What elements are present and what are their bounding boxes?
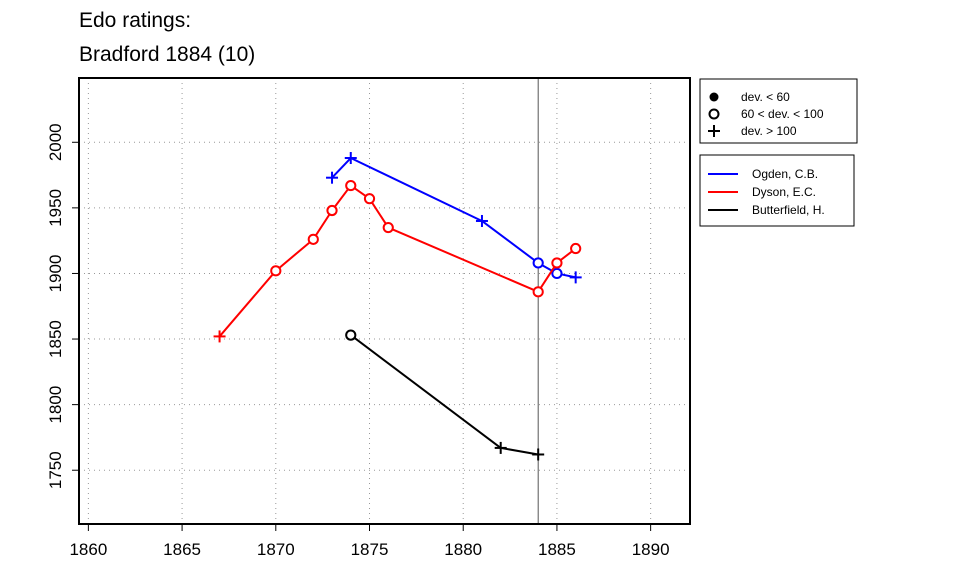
point-marker-circle	[551, 257, 563, 269]
y-tick-label: 1900	[46, 255, 65, 293]
legend-dot-icon	[709, 92, 719, 102]
x-tick-label: 1890	[632, 540, 670, 559]
chart-subtitle: Bradford 1884 (10)	[79, 43, 256, 66]
point-marker-plus	[532, 448, 545, 461]
marker-legend-box	[699, 78, 858, 144]
y-tick-label: 1800	[46, 386, 65, 424]
legend-label-butterfield: Butterfield, H.	[752, 203, 825, 217]
point-marker-plus	[569, 271, 582, 284]
plot-frame	[78, 77, 691, 525]
chart-title: Edo ratings:	[79, 9, 192, 32]
grid-layer	[79, 78, 690, 524]
point-marker-circle	[270, 265, 282, 277]
point-marker-circle	[382, 221, 394, 234]
x-tick-label: 1860	[69, 540, 107, 559]
x-tick-label: 1865	[163, 540, 201, 559]
point-marker-plus	[213, 330, 226, 343]
x-tick-label: 1885	[538, 540, 576, 559]
series-line-2	[350, 334, 539, 456]
point-marker-plus	[344, 152, 357, 165]
point-marker-circle	[345, 329, 357, 341]
x-tick-label: 1870	[257, 540, 295, 559]
legend-label-ogden: Ogden, C.B.	[752, 167, 818, 181]
y-tick-label: 1950	[46, 189, 65, 227]
axis-layer: 1860 1865 1870 1875 1880 1885 1890 1750 1800 1850…	[46, 123, 670, 559]
legend-label-dev-60-100: 60 < dev. < 100	[741, 107, 824, 121]
series-layer	[213, 152, 582, 461]
series-legend-box	[699, 154, 855, 227]
point-marker-circle	[532, 286, 544, 298]
point-marker-circle	[326, 204, 338, 217]
x-tick-label: 1875	[351, 540, 389, 559]
y-tick-label: 1750	[46, 451, 65, 489]
point-marker-circle	[570, 242, 582, 255]
legend-label-dev-gt-100: dev. > 100	[741, 124, 797, 138]
y-tick-label: 1850	[46, 320, 65, 358]
legend-label-dev-lt-60: dev. < 60	[741, 90, 790, 104]
point-marker-circle	[551, 267, 563, 280]
point-marker-circle	[345, 179, 357, 192]
x-tick-label: 1880	[444, 540, 482, 559]
point-marker-circle	[363, 193, 376, 205]
legend-plus-icon	[708, 125, 720, 137]
point-marker-plus	[475, 214, 488, 227]
legend-circle-icon	[708, 108, 720, 120]
legend-label-dyson: Dyson, E.C.	[752, 185, 816, 199]
point-marker-plus	[326, 171, 339, 184]
point-marker-circle	[532, 257, 544, 269]
y-tick-label: 2000	[46, 123, 65, 161]
point-marker-plus	[494, 441, 507, 454]
series-line-1	[218, 184, 577, 338]
point-marker-circle	[307, 233, 319, 245]
